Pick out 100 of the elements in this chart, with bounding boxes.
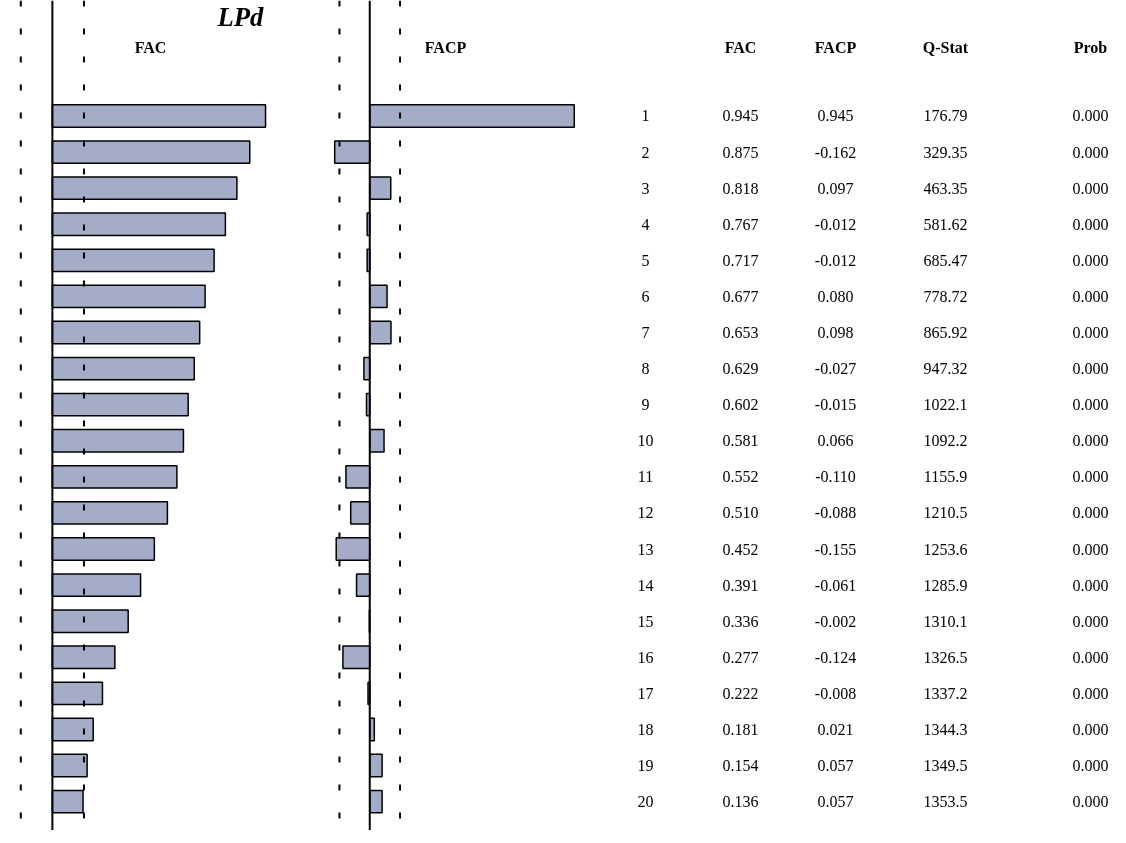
data-label: 0.057	[817, 793, 854, 811]
data-label: -0.002	[814, 612, 857, 630]
text: 685.47	[923, 251, 968, 269]
text: 1253.6	[923, 540, 968, 558]
text: 0.000	[1072, 432, 1109, 450]
text: 0.000	[1072, 251, 1109, 269]
text: 0.000	[1072, 720, 1109, 738]
text: 0.000	[1072, 179, 1109, 197]
data-label: -0.012	[814, 251, 857, 269]
chart-subtitle: FAC	[134, 38, 167, 56]
text: 0.000	[1072, 576, 1109, 594]
y-tick-label: 18	[637, 720, 654, 738]
text: 329.35	[923, 143, 968, 161]
data-label: -0.088	[814, 504, 857, 522]
text: Q-Stat	[922, 38, 969, 56]
data-label: 0.222	[722, 684, 759, 702]
data-label: 0.097	[817, 179, 854, 197]
data-label: 0.510	[722, 504, 759, 522]
data-label: 0.677	[722, 287, 759, 305]
text: 0.000	[1072, 757, 1109, 775]
y-tick-label: 13	[637, 540, 654, 558]
y-tick-label: 7	[641, 324, 650, 341]
y-tick-label: 3	[641, 179, 650, 197]
data-label: 0.629	[722, 360, 759, 378]
data-label: 0.066	[817, 432, 854, 450]
data-label: 0.602	[722, 396, 759, 414]
data-label: 0.336	[722, 612, 759, 630]
text: 0.000	[1072, 468, 1109, 486]
text: Prob	[1073, 38, 1108, 56]
y-tick-label: 8	[641, 360, 650, 378]
y-tick-label: 17	[637, 684, 654, 702]
data-label: 0.021	[817, 720, 854, 738]
data-label: 0.767	[722, 215, 759, 233]
text: 1337.2	[923, 684, 968, 702]
data-label: 0.653	[722, 324, 759, 341]
data-label: -0.061	[814, 576, 857, 594]
text: 1349.5	[923, 757, 968, 775]
text: 581.62	[923, 215, 968, 233]
text: FAC	[724, 38, 757, 56]
data-label: -0.012	[814, 215, 857, 233]
data-label: 0.945	[722, 107, 759, 125]
text: 0.000	[1072, 396, 1109, 414]
text: 0.000	[1072, 360, 1109, 378]
text: 1344.3	[923, 720, 968, 738]
data-label: 0.452	[722, 540, 759, 558]
text: 1285.9	[923, 576, 968, 594]
y-tick-label: 6	[641, 287, 650, 305]
data-label: -0.110	[815, 468, 856, 486]
y-tick-label: 15	[637, 612, 654, 630]
data-label: -0.015	[814, 396, 857, 414]
data-label: 0.552	[722, 468, 759, 486]
text: 1092.2	[923, 432, 968, 450]
data-label: 0.181	[722, 720, 759, 738]
text: 1326.5	[923, 648, 968, 666]
text: 1155.9	[923, 468, 968, 486]
data-label: 0.581	[722, 432, 759, 450]
y-tick-label: 9	[641, 396, 650, 414]
y-tick-label: 19	[637, 757, 654, 775]
data-label: -0.027	[814, 360, 857, 378]
text: 176.79	[923, 107, 968, 125]
data-label: -0.124	[814, 648, 857, 666]
text: 1353.5	[923, 793, 968, 811]
text: 0.000	[1072, 612, 1109, 630]
y-tick-label: 12	[637, 504, 654, 522]
data-label: -0.162	[814, 143, 857, 161]
text: 0.000	[1072, 504, 1109, 522]
y-tick-label: 20	[637, 793, 654, 811]
text: 947.32	[923, 360, 968, 378]
data-label: 0.098	[817, 324, 854, 341]
text: 865.92	[923, 324, 968, 341]
text: 463.35	[923, 179, 968, 197]
text: 1022.1	[923, 396, 968, 414]
y-tick-label: 14	[637, 576, 654, 594]
data-label: 0.154	[722, 757, 759, 775]
chart-subtitle: FACP	[424, 38, 467, 56]
data-label: 0.080	[817, 287, 854, 305]
data-label: 0.057	[817, 757, 854, 775]
text: 0.000	[1072, 143, 1109, 161]
y-tick-label: 4	[641, 215, 650, 233]
text: 0.000	[1072, 684, 1109, 702]
text: 0.000	[1072, 793, 1109, 811]
text: 0.000	[1072, 287, 1109, 305]
text: 0.000	[1072, 215, 1109, 233]
data-label: -0.155	[814, 540, 857, 558]
data-label: 0.277	[722, 648, 759, 666]
data-label: 0.945	[817, 107, 854, 125]
y-tick-label: 1	[641, 107, 650, 125]
text: 1210.5	[923, 504, 968, 522]
y-tick-label: 11	[637, 468, 654, 486]
y-tick-label: 5	[641, 251, 650, 269]
data-label: 0.818	[722, 179, 759, 197]
text: 0.000	[1072, 107, 1109, 125]
chart-title: LPd	[216, 1, 265, 32]
text: 778.72	[923, 287, 968, 305]
data-label: -0.008	[814, 684, 857, 702]
text: 0.000	[1072, 540, 1109, 558]
text: 0.000	[1072, 648, 1109, 666]
data-label: 0.717	[722, 251, 759, 269]
text: 1310.1	[923, 612, 968, 630]
y-tick-label: 16	[637, 648, 654, 666]
